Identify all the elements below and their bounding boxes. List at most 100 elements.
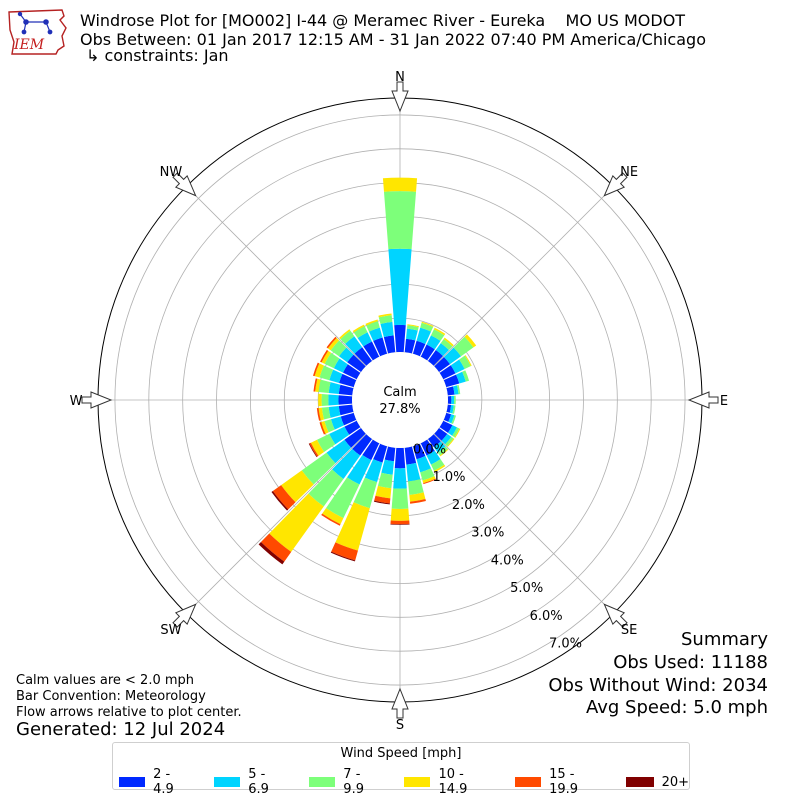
legend: Wind Speed [mph] 2 - 4.9 5 - 6.9 7 - 9.9 10… [112, 742, 690, 797]
wind-bar-segment [406, 325, 419, 331]
windrose-plot: 0.0% 1.0% 2.0% 3.0% 4.0% 5.0% 6.0% 7.0% N NE E SE S… [70, 70, 729, 733]
wind-bar-segment [326, 439, 352, 464]
wind-bar-segment [327, 337, 340, 351]
wind-bar-segment [404, 338, 416, 354]
wind-bar-segment [420, 468, 435, 481]
legend-swatch [514, 777, 542, 787]
wind-bar-segment [406, 328, 418, 341]
wind-bar-segment [328, 382, 341, 394]
direction-arrows [81, 81, 719, 719]
wind-bar-segment [452, 427, 460, 438]
wind-bar-segment [391, 488, 409, 509]
wind-bar-segment [433, 441, 446, 453]
iem-logo: IEM [8, 9, 67, 55]
wind-bar-segment [407, 324, 419, 328]
wind-bar-segment [459, 355, 471, 370]
legend-swatch [625, 777, 654, 787]
summary-obs-used: Obs Used: 11188 [613, 652, 768, 673]
wind-bar-segment [373, 337, 388, 357]
wind-bar-segment [446, 386, 455, 396]
wind-bar-segment [308, 443, 318, 458]
note-calm: Calm values are < 2.0 mph [16, 673, 195, 688]
wind-bar-segment [412, 340, 426, 357]
wind-bar-segment [439, 420, 453, 433]
wind-bar-segment [393, 468, 407, 489]
wind-bar-segment [338, 384, 354, 396]
wind-bar-segment [456, 371, 466, 384]
wind-bar-segment [464, 355, 472, 367]
legend-swatch [119, 777, 146, 787]
flow-arrow-icon [172, 603, 197, 628]
radial-tick-label: 3.0% [471, 526, 504, 541]
wind-bar-segment [384, 446, 396, 462]
wind-bar-segment [422, 476, 436, 484]
wind-bar-segment [380, 321, 394, 338]
wind-bar-segment [339, 329, 351, 340]
chart-period: Obs Between: 01 Jan 2017 12:15 AM - 31 J… [80, 30, 706, 49]
grid-spoke [186, 433, 367, 614]
wind-bar-segment [435, 343, 449, 357]
radial-tick-labels: 0.0% 1.0% 2.0% 3.0% 4.0% 5.0% 6.0% 7.0% [413, 442, 582, 651]
wind-bar-segment [445, 436, 454, 447]
wind-bar-segment [328, 394, 339, 406]
wind-bar-segment [330, 551, 356, 562]
legend-item: 7 - 9.9 [309, 767, 382, 797]
wind-bar-segment [456, 384, 461, 395]
grid-spoke [433, 433, 614, 614]
wind-bar-segment [430, 459, 445, 471]
wind-bar-segment [321, 350, 332, 364]
wind-bar-segment [342, 364, 361, 380]
wind-bar-segment [340, 330, 355, 344]
wind-bar-segment [363, 341, 380, 361]
generated-date: Generated: 12 Jul 2024 [16, 719, 226, 740]
wind-bar-segment [324, 352, 340, 369]
wind-bar-segment [338, 347, 354, 363]
legend-label: 15 - 19.9 [549, 767, 579, 797]
legend-label: 10 - 14.9 [438, 767, 468, 797]
wind-bar-segment [332, 448, 361, 479]
wind-bar-segment [404, 446, 417, 465]
wind-bar-segment [318, 407, 324, 421]
legend-title: Wind Speed [mph] [340, 746, 462, 761]
flow-arrow-icon [391, 81, 409, 113]
wind-bar-segment [394, 324, 406, 353]
wind-bar-segment [407, 479, 424, 495]
wind-bar-segment [443, 412, 452, 422]
flow-arrow-icon [603, 172, 628, 197]
radial-tick-label: 7.0% [549, 637, 582, 652]
wind-bar-segment [409, 492, 426, 502]
legend-label: 20+ [661, 774, 690, 790]
note-bar-convention: Bar Convention: Meteorology [16, 689, 206, 704]
wind-bar-segment [322, 508, 344, 525]
grid-spoke [433, 186, 614, 367]
direction-label: W [70, 394, 83, 409]
direction-label: SE [621, 623, 637, 638]
wind-bar-segment [434, 427, 448, 441]
flow-arrow-icon [391, 687, 409, 719]
wind-bar-segment [321, 393, 329, 407]
wind-bar-segment [443, 347, 462, 365]
wind-bar-segment [374, 495, 391, 504]
wind-bar-segment [451, 395, 455, 405]
direction-label: S [396, 718, 404, 733]
wind-bar-segment [427, 434, 441, 448]
flow-arrow-icon [687, 391, 719, 409]
legend-label: 2 - 4.9 [153, 767, 174, 797]
wind-bar-segment [321, 406, 331, 420]
radial-tick-label: 1.0% [432, 470, 465, 485]
wind-bar-segment [439, 365, 456, 380]
wind-bar-segment [378, 313, 392, 318]
wind-bar-segment [308, 469, 344, 507]
wind-bar-segment [329, 369, 343, 383]
wind-bar-segment [453, 395, 456, 405]
wind-bar-segment [383, 191, 417, 250]
wind-bar-segment [330, 416, 344, 430]
legend-item: 5 - 6.9 [214, 767, 287, 797]
wind-bar-segment [394, 447, 406, 469]
wind-bar-segment [453, 336, 474, 357]
wind-bar-segment [318, 379, 331, 394]
wind-bar-segment [373, 443, 388, 463]
wind-bar-segment [423, 478, 437, 485]
wind-bar-segment [326, 336, 337, 349]
wind-bar-segment [321, 513, 341, 526]
